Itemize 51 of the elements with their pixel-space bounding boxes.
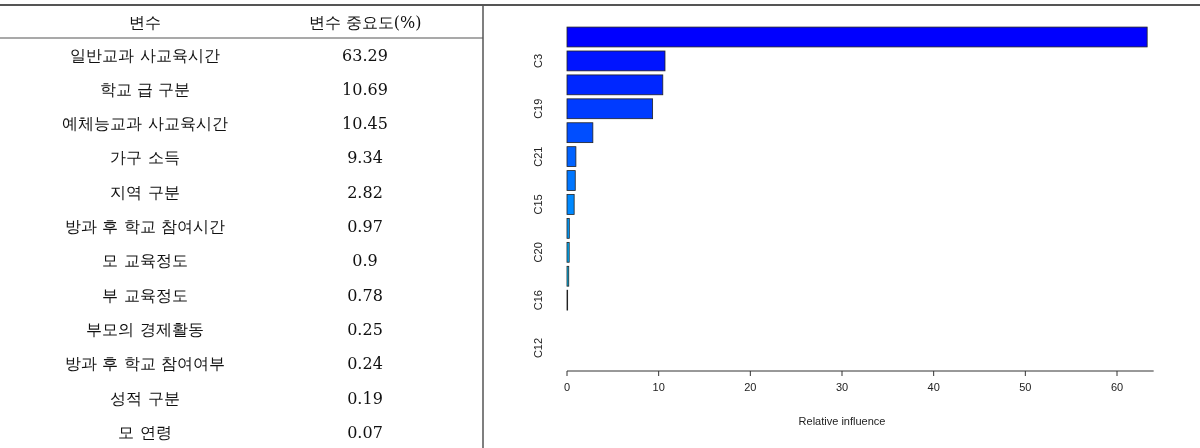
bar [566,194,575,215]
bar [566,98,654,120]
text: 일반교과 사교육시간 [70,45,220,65]
x-tick-label: 30 [835,381,849,393]
x-axis-title: Relative influence [798,415,886,427]
x-tick-label: 50 [1019,381,1032,393]
text: 10.69 [342,79,388,99]
bar [566,26,1148,48]
x-tick-label: 10 [652,381,665,393]
text: 0.25 [347,319,383,339]
text: 0.07 [347,422,383,442]
text: 모 교육정도 [102,251,188,271]
text: 0.24 [347,354,383,374]
text: 부 교육정도 [102,285,188,305]
text: 학교 급 구분 [99,79,191,99]
text: 가구 소득 [110,148,180,168]
y-tick-label: C20 [532,242,544,263]
text: 예체능교과 사교육시간 [62,114,228,134]
text: 변수 중요도(%) [308,12,422,32]
y-tick-label: C12 [532,337,544,359]
text: 0.9 [352,251,378,271]
text: 2.82 [347,182,383,202]
text: 성적 구분 [110,388,180,408]
x-tick-label: 0 [563,381,571,393]
bar [566,74,664,96]
text: 10.45 [342,114,388,134]
text: 방과 후 학교 참여시간 [65,217,225,236]
y-tick-label: C19 [532,98,544,119]
text: 0.19 [347,388,383,408]
text: 부모의 경제활동 [86,319,204,339]
text: 0.97 [347,217,383,236]
text: 지역 구분 [110,182,180,202]
bar [566,122,594,144]
text: 9.34 [347,148,383,168]
y-tick-label: C3 [532,53,544,68]
text: 변수 [129,12,161,32]
text: 모 연령 [118,422,172,442]
y-tick-label: C21 [532,146,544,167]
y-tick-label: C16 [532,290,544,311]
x-tick-label: 60 [1110,381,1124,393]
bar [566,170,576,191]
bar [566,50,666,72]
x-tick-label: 40 [927,381,940,393]
bar [566,218,570,239]
text: 방과 후 학교 참여여부 [65,354,225,374]
bar [566,146,577,167]
y-tick-label: C15 [532,194,544,215]
text: 0.78 [347,285,383,305]
text: 63.29 [342,45,388,65]
bar [566,241,570,263]
x-tick-label: 20 [744,381,757,393]
